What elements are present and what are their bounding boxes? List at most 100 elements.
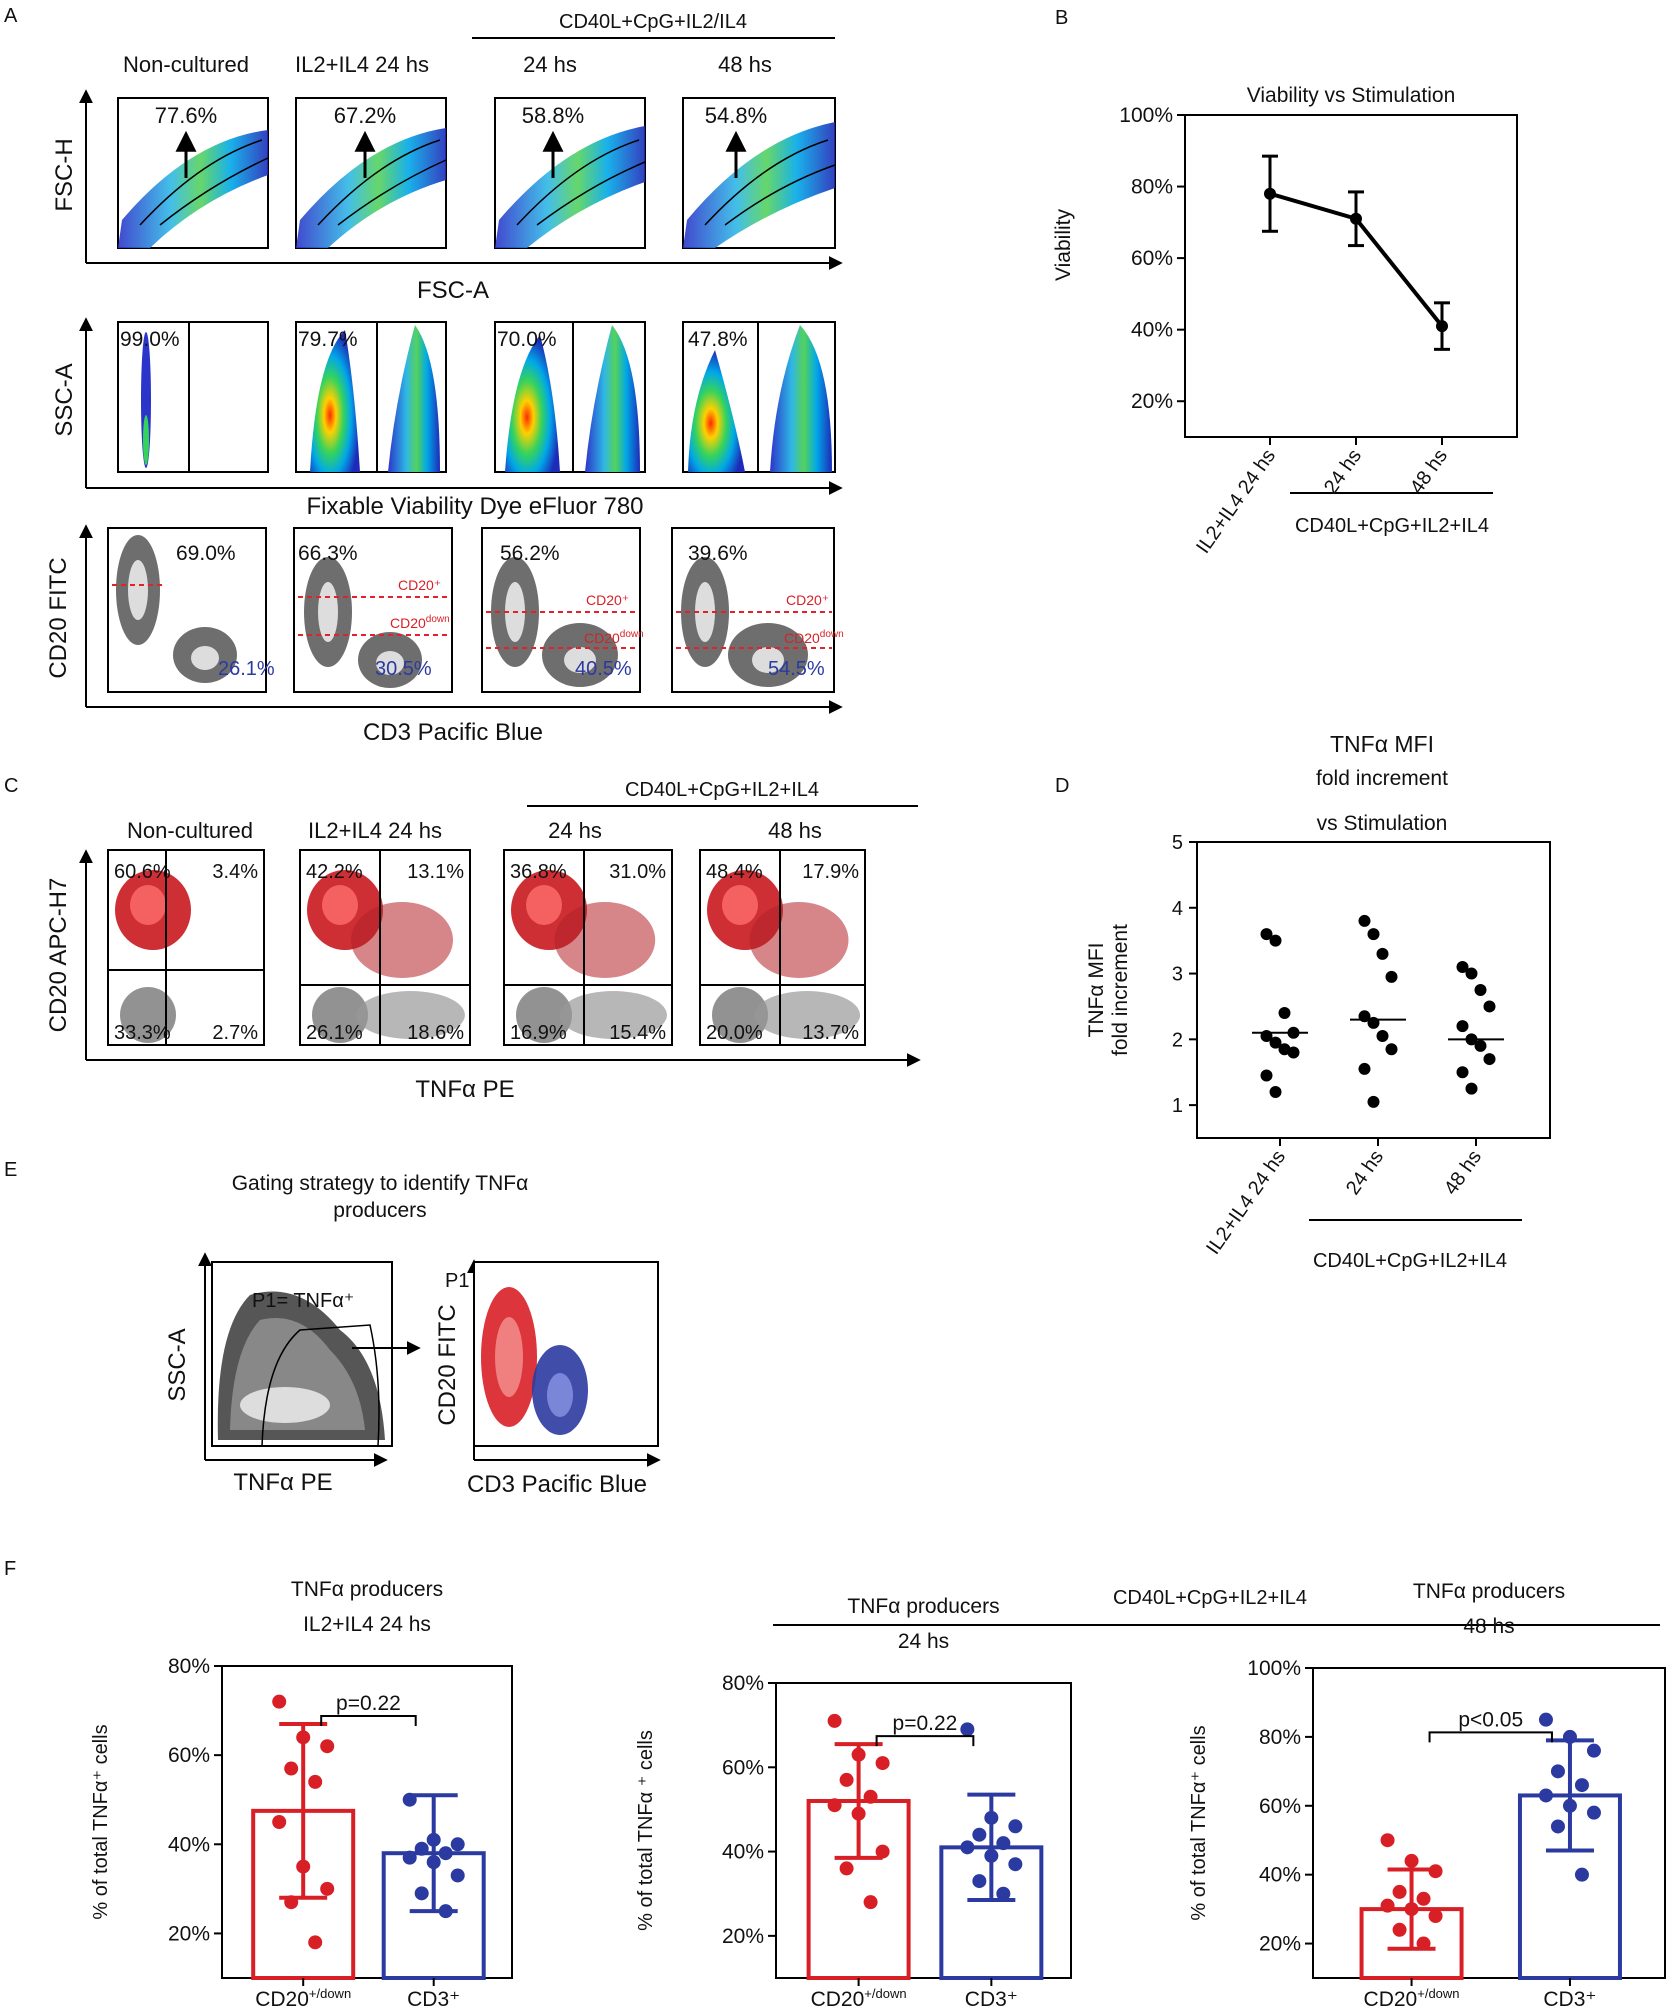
panel-b-chart: Viability vs Stimulation Viability CD40L…	[1052, 84, 1518, 558]
quad-lr: 15.4%	[609, 1022, 666, 1044]
tnf-plot-1: 42.2% 13.1% 26.1% 18.6%	[299, 849, 471, 1046]
significance-bracket	[1428, 1731, 1553, 1743]
x-tick-main: CD3⁺	[965, 1988, 1018, 2007]
fsc-plot-2: 58.8%	[494, 97, 646, 249]
col-label-0: Non-cultured	[123, 52, 249, 77]
tnf-pos-cluster	[351, 902, 453, 978]
data-point	[1456, 1066, 1469, 1079]
cd20-pct-bottom-2: 40.5%	[575, 658, 632, 680]
x-tick-label: IL2+IL4 24 hs	[1192, 445, 1280, 557]
data-point	[875, 1844, 890, 1859]
cd20-gate-down-1: CD20down	[390, 614, 450, 631]
e1-xlabel: TNFα PE	[233, 1469, 332, 1496]
data-point	[426, 1855, 441, 1870]
f-title-1: TNFα producers	[847, 1595, 999, 1618]
data-point	[272, 1815, 287, 1829]
tnf-pos-neg-cluster	[559, 991, 667, 1039]
data-point	[438, 1904, 453, 1919]
y-tick-label: 40%	[1131, 319, 1173, 342]
row3-xlabel: CD3 Pacific Blue	[363, 719, 543, 746]
f-title-1: TNFα producers	[291, 1578, 443, 1601]
y-tick-label: 40%	[1259, 1864, 1301, 1887]
y-tick-label: 100%	[1247, 1657, 1301, 1680]
data-point	[827, 1713, 842, 1728]
f-ylabel: % of total TNFα⁺ cells	[90, 1724, 112, 1919]
y-tick-label: 1	[1172, 1095, 1183, 1117]
cd20-neg-cluster	[312, 987, 368, 1043]
significance-bracket	[875, 1735, 975, 1747]
quad-ur: 13.1%	[407, 861, 464, 883]
c-ylabel: CD20 APC-H7	[45, 878, 72, 1033]
quad-ur: 31.0%	[609, 861, 666, 883]
fsc-plot-3: 54.8%	[682, 97, 836, 249]
panel-c: CD40L+CpG+IL2+IL4 Non-cultured IL2+IL4 2…	[45, 779, 921, 1103]
cd20-plot-2: CD20⁺ CD20down 56.2% 40.5%	[481, 527, 644, 693]
y-tick-label: 3	[1172, 964, 1183, 986]
quad-ul: 42.2%	[306, 861, 363, 883]
data-point	[1416, 1891, 1431, 1906]
data-point	[272, 1694, 287, 1709]
row1-ylabel: FSC-H	[51, 138, 78, 211]
tnf-pos-neg-cluster	[356, 991, 465, 1039]
data-point	[875, 1756, 890, 1771]
panel-f1-chart: TNFα producers IL2+IL4 24 hs % of total TN…	[90, 1578, 513, 2007]
x-tick-sup: +/down	[1417, 1986, 1459, 2001]
quad-ur: 17.9%	[802, 861, 859, 883]
e-title-2: producers	[333, 1199, 426, 1222]
data-point	[1562, 1729, 1577, 1744]
data-point	[414, 1841, 429, 1856]
chart-b-title: Viability vs Stimulation	[1247, 84, 1456, 107]
cd20-neg-cluster	[516, 987, 572, 1043]
chart-b-frame	[1184, 114, 1518, 438]
cd20-pos-core	[322, 885, 358, 925]
cd20-pct-top-2: 56.2%	[500, 542, 560, 565]
data-point	[1008, 1819, 1023, 1834]
x-tick-label: 24 hs	[1320, 445, 1366, 498]
e2-ylabel: CD20 FITC	[434, 1304, 461, 1425]
quad-ll: 33.3%	[114, 1022, 171, 1044]
data-point	[308, 1935, 323, 1950]
y-tick-label: 80%	[1259, 1726, 1301, 1749]
y-tick-label: 80%	[1131, 176, 1173, 199]
data-point	[1367, 928, 1380, 941]
x-tick-main: CD20	[811, 1988, 865, 2007]
fsc-plot-0: 77.6%	[117, 97, 269, 249]
p-value: p=0.22	[893, 1712, 958, 1735]
x-tick-label: CD20+/down	[255, 1986, 351, 2007]
data-point	[414, 1886, 429, 1901]
col-label-3: 48 hs	[718, 52, 772, 77]
cd20-pos-core	[722, 885, 758, 925]
data-point	[1269, 1085, 1282, 1098]
data-point	[851, 1747, 866, 1762]
x-tick-main: CD3⁺	[407, 1988, 460, 2007]
f-title-1: TNFα producers	[1413, 1580, 1565, 1603]
data-point	[1392, 1922, 1407, 1937]
data-point	[1358, 1062, 1371, 1075]
c-col-label-1: IL2+IL4 24 hs	[308, 818, 442, 843]
cd20-pct-top-3: 39.6%	[688, 542, 748, 565]
x-tick-label: CD3⁺	[965, 1988, 1018, 2007]
e2-xlabel: CD3 Pacific Blue	[467, 1471, 647, 1498]
data-point	[1350, 212, 1362, 225]
chart-b-ylabel: Viability	[1052, 209, 1075, 281]
tnf-plot-3: 48.4% 17.9% 20.0% 13.7%	[699, 849, 866, 1046]
data-point	[426, 1832, 441, 1847]
fsc-pct-3: 54.8%	[705, 103, 767, 128]
significance-bracket	[320, 1714, 417, 1726]
cd20-gate-pos-3: CD20⁺	[786, 592, 829, 608]
y-tick-label: 2	[1172, 1029, 1183, 1051]
cd20-gate-down-2: CD20down	[584, 629, 644, 646]
p-value: p=0.22	[336, 1692, 401, 1715]
cd20-gate-pos-2: CD20⁺	[586, 592, 629, 608]
row3-ylabel: CD20 FITC	[45, 557, 72, 678]
data-point	[1358, 914, 1371, 927]
panel-c-group-label: CD40L+CpG+IL2+IL4	[625, 779, 819, 801]
viability-plot-3: 47.8%	[682, 321, 836, 473]
f-title-2: IL2+IL4 24 hs	[303, 1613, 431, 1636]
x-tick-label: 48 hs	[1440, 1146, 1486, 1199]
data-point	[1474, 984, 1487, 996]
chart-d-title-3: vs Stimulation	[1317, 812, 1448, 835]
data-point	[1392, 1884, 1407, 1899]
panel-letter-c: C	[4, 775, 18, 797]
y-tick-label: 60%	[1131, 247, 1173, 270]
